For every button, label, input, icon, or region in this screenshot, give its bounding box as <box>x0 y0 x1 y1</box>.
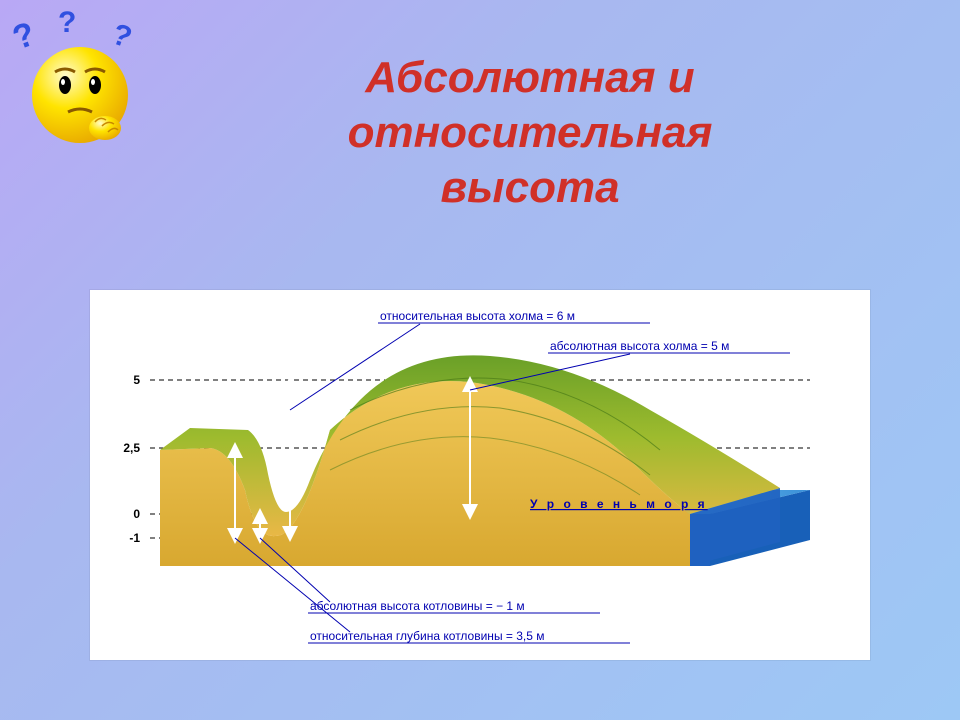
title-line-3: высота <box>180 160 880 215</box>
y-label-2-5: 2,5 <box>123 441 140 455</box>
callout-abs-basin: абсолютная высота котловины = − 1 м <box>310 599 525 613</box>
thinking-emoji: ? ? ? <box>10 10 160 160</box>
callout-abs-hill: абсолютная высота холма = 5 м <box>550 339 729 353</box>
elevation-diagram: 5 2,5 0 -1 <box>90 290 870 660</box>
svg-text:?: ? <box>10 15 40 58</box>
sea-level-label: У р о в е н ь м о р я <box>530 497 708 511</box>
y-label-5: 5 <box>133 373 140 387</box>
callout-rel-hill: относительная высота холма = 6 м <box>380 309 575 323</box>
callout-rel-basin: относительная глубина котловины = 3,5 м <box>310 629 545 643</box>
title-line-2: относительная <box>180 105 880 160</box>
svg-text:?: ? <box>108 18 137 55</box>
slide-title: Абсолютная и относительная высота <box>180 50 880 215</box>
y-axis-labels: 5 2,5 0 -1 <box>123 373 140 545</box>
title-line-1: Абсолютная и <box>180 50 880 105</box>
emoji-hand <box>89 116 121 140</box>
y-label-0: 0 <box>133 507 140 521</box>
y-label-m1: -1 <box>129 531 140 545</box>
svg-text:?: ? <box>58 10 76 39</box>
